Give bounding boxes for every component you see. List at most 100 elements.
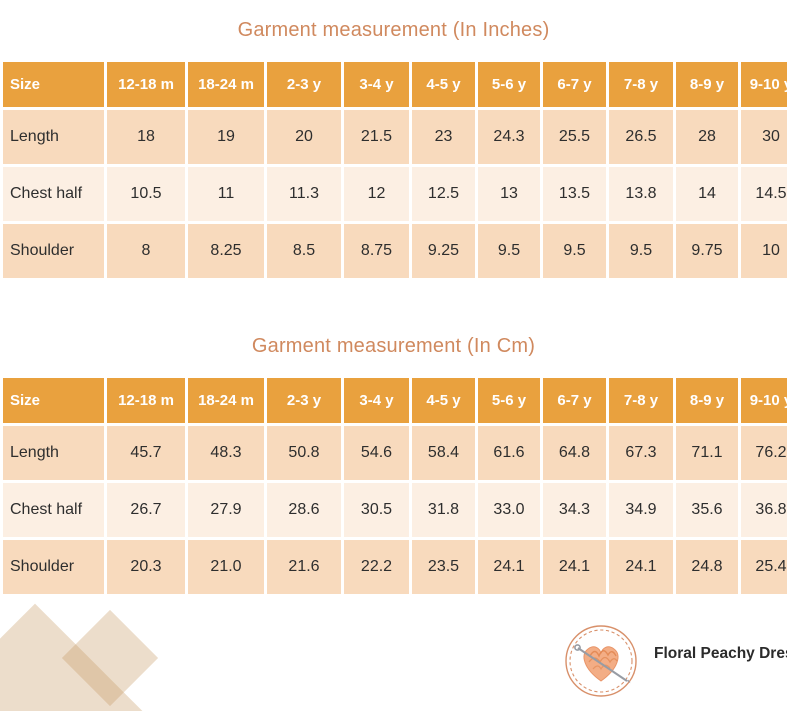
measurement-cell: 11.3: [267, 167, 341, 221]
measurement-cell: 25.4: [741, 540, 787, 594]
measurement-cell: 67.3: [609, 426, 673, 480]
measurement-cell: 34.3: [543, 483, 606, 537]
measurement-cell: 24.3: [478, 110, 540, 164]
row-label: Shoulder: [3, 224, 104, 278]
age-header-cell: 2-3 y: [267, 62, 341, 107]
measurement-cell: 24.1: [543, 540, 606, 594]
header-row: Size 12-18 m 18-24 m 2-3 y 3-4 y 4-5 y 5-6 y 6-…: [3, 378, 787, 423]
row-label: Chest half: [3, 483, 104, 537]
measurement-cell: 24.8: [676, 540, 738, 594]
row-label: Chest half: [3, 167, 104, 221]
age-header-cell: 9-10 y: [741, 378, 787, 423]
age-header-cell: 12-18 m: [107, 62, 185, 107]
measurement-row: Chest half 26.7 27.9 28.6 30.5 31.8 33.0 34.3 34…: [3, 483, 787, 537]
measurement-cell: 22.2: [344, 540, 409, 594]
age-header-cell: 6-7 y: [543, 62, 606, 107]
measurement-cell: 21.5: [344, 110, 409, 164]
measurement-cell: 9.75: [676, 224, 738, 278]
age-header-cell: 3-4 y: [344, 62, 409, 107]
measurement-cell: 28: [676, 110, 738, 164]
inches-measurement-table: Size 12-18 m 18-24 m 2-3 y 3-4 y 4-5 y 5-6 y 6-…: [0, 59, 787, 281]
measurement-cell: 14.5: [741, 167, 787, 221]
logo-stitch-circle-icon: [569, 629, 633, 693]
age-header-cell: 4-5 y: [412, 62, 475, 107]
age-header-cell: 6-7 y: [543, 378, 606, 423]
measurement-cell: 20.3: [107, 540, 185, 594]
measurement-cell: 21.0: [188, 540, 264, 594]
measurement-cell: 9.5: [478, 224, 540, 278]
measurement-cell: 58.4: [412, 426, 475, 480]
cm-measurement-table: Size 12-18 m 18-24 m 2-3 y 3-4 y 4-5 y 5-6 y 6-…: [0, 375, 787, 597]
measurement-cell: 25.5: [543, 110, 606, 164]
size-header-cell: Size: [3, 378, 104, 423]
measurement-row: Length 18 19 20 21.5 23 24.3 25.5 26.5 28 30: [3, 110, 787, 164]
age-header-cell: 18-24 m: [188, 62, 264, 107]
age-header-cell: 5-6 y: [478, 62, 540, 107]
measurement-cell: 64.8: [543, 426, 606, 480]
brand-name: Floral Peachy Dress: [654, 645, 787, 662]
measurement-cell: 21.6: [267, 540, 341, 594]
brand-footer: Floral Peachy Dress: [563, 623, 787, 699]
measurement-cell: 71.1: [676, 426, 738, 480]
measurement-cell: 24.1: [609, 540, 673, 594]
measurement-cell: 30: [741, 110, 787, 164]
measurement-cell: 8: [107, 224, 185, 278]
measurement-cell: 9.5: [543, 224, 606, 278]
measurement-cell: 13.5: [543, 167, 606, 221]
measurement-cell: 35.6: [676, 483, 738, 537]
measurement-cell: 26.7: [107, 483, 185, 537]
row-label: Length: [3, 110, 104, 164]
age-header-cell: 9-10 y: [741, 62, 787, 107]
header-row: Size 12-18 m 18-24 m 2-3 y 3-4 y 4-5 y 5-6 y 6-…: [3, 62, 787, 107]
measurement-cell: 20: [267, 110, 341, 164]
measurement-cell: 26.5: [609, 110, 673, 164]
measurement-cell: 8.25: [188, 224, 264, 278]
measurement-cell: 30.5: [344, 483, 409, 537]
age-header-cell: 3-4 y: [344, 378, 409, 423]
measurement-cell: 10.5: [107, 167, 185, 221]
measurement-cell: 23.5: [412, 540, 475, 594]
row-label: Length: [3, 426, 104, 480]
cm-table-title: Garment measurement (In Cm): [251, 335, 536, 357]
brand-logo-icon: [565, 625, 637, 697]
measurement-row: Shoulder 20.3 21.0 21.6 22.2 23.5 24.1 24.1 24.1…: [3, 540, 787, 594]
measurement-cell: 13.8: [609, 167, 673, 221]
age-header-cell: 2-3 y: [267, 378, 341, 423]
age-header-cell: 18-24 m: [188, 378, 264, 423]
measurement-cell: 8.5: [267, 224, 341, 278]
measurement-cell: 61.6: [478, 426, 540, 480]
measurement-cell: 45.7: [107, 426, 185, 480]
age-header-cell: 4-5 y: [412, 378, 475, 423]
measurement-cell: 23: [412, 110, 475, 164]
measurement-cell: 24.1: [478, 540, 540, 594]
size-header-cell: Size: [3, 62, 104, 107]
measurement-cell: 54.6: [344, 426, 409, 480]
measurement-cell: 27.9: [188, 483, 264, 537]
measurement-cell: 48.3: [188, 426, 264, 480]
age-header-cell: 7-8 y: [609, 378, 673, 423]
measurement-cell: 31.8: [412, 483, 475, 537]
measurement-cell: 9.25: [412, 224, 475, 278]
measurement-cell: 76.2: [741, 426, 787, 480]
measurement-cell: 19: [188, 110, 264, 164]
age-header-cell: 5-6 y: [478, 378, 540, 423]
measurement-cell: 33.0: [478, 483, 540, 537]
needle-icon: [574, 644, 631, 684]
measurement-cell: 9.5: [609, 224, 673, 278]
measurement-cell: 14: [676, 167, 738, 221]
age-header-cell: 8-9 y: [676, 378, 738, 423]
measurement-row: Length 45.7 48.3 50.8 54.6 58.4 61.6 64.8 67.3 71…: [3, 426, 787, 480]
row-label: Shoulder: [3, 540, 104, 594]
inches-table-title: Garment measurement (In Inches): [237, 19, 550, 41]
measurement-cell: 10: [741, 224, 787, 278]
age-header-cell: 7-8 y: [609, 62, 673, 107]
measurement-cell: 28.6: [267, 483, 341, 537]
measurement-row: Chest half 10.5 11 11.3 12 12.5 13 13.5 13.8 14 14…: [3, 167, 787, 221]
measurement-cell: 12.5: [412, 167, 475, 221]
measurement-cell: 50.8: [267, 426, 341, 480]
measurement-cell: 18: [107, 110, 185, 164]
measurement-row: Shoulder 8 8.25 8.5 8.75 9.25 9.5 9.5 9.5 9.75 10: [3, 224, 787, 278]
age-header-cell: 12-18 m: [107, 378, 185, 423]
measurement-cell: 36.8: [741, 483, 787, 537]
